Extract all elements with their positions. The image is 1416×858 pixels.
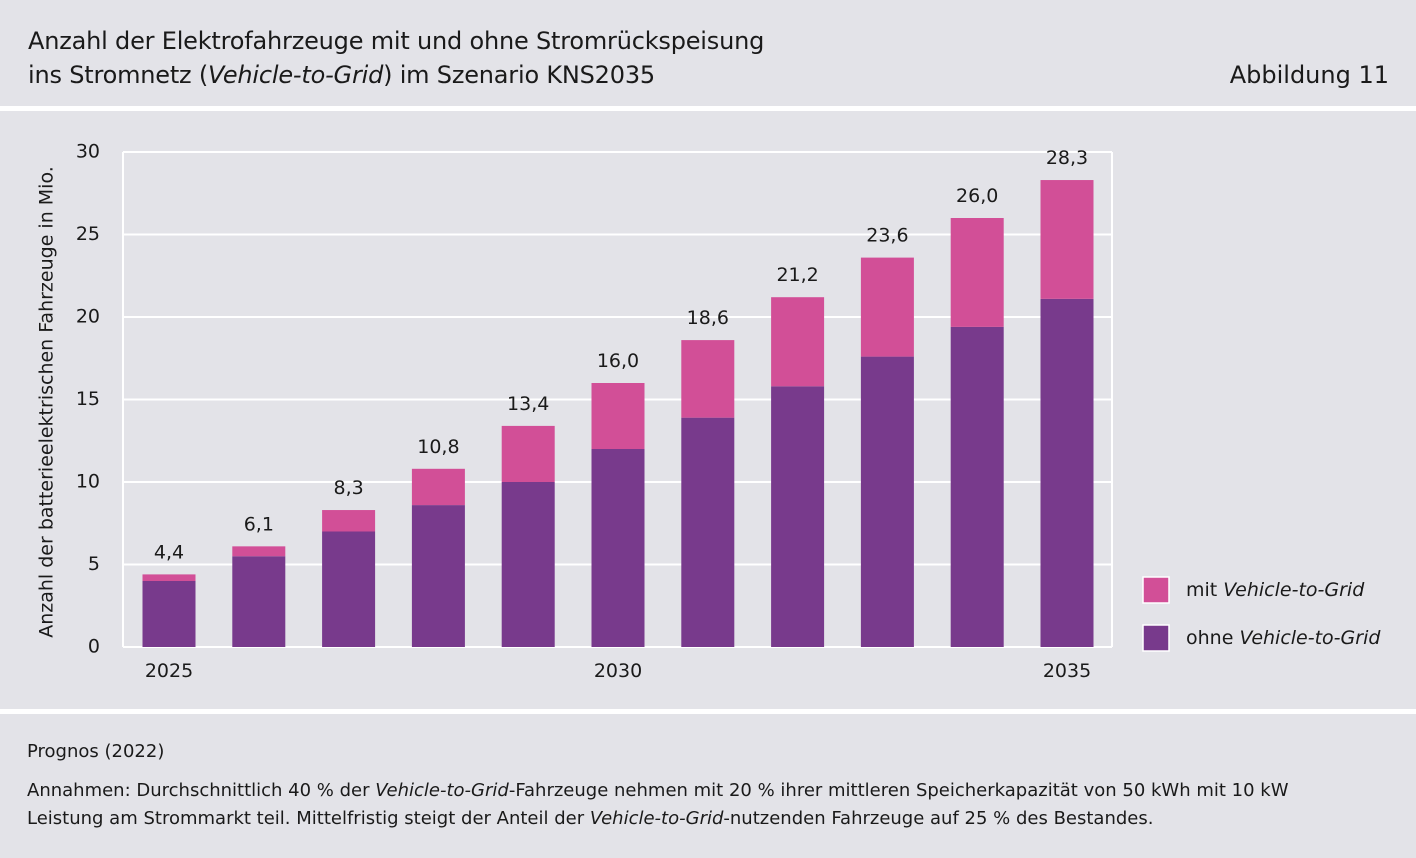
figure-footer: Prognos (2022) Annahmen: Durchschnittlic… <box>0 714 1416 858</box>
y-axis-label: Anzahl der batterieelektrischen Fahrzeug… <box>36 166 58 638</box>
bar-segment-ohne-v2g <box>591 449 645 647</box>
data-labels: 4,4 6,1 8,3 10,8 13,4 16,0 18,6 21,2 23,6 26,0 28,… <box>154 147 1088 563</box>
bar-total-label: 28,3 <box>1046 147 1088 169</box>
bottom-divider <box>0 709 1416 714</box>
bar-segment-ohne-v2g <box>860 356 914 647</box>
bar-segment-mit-v2g <box>501 425 555 482</box>
bar-segment-ohne-v2g <box>232 556 286 647</box>
bar-segment-mit-v2g <box>950 218 1004 327</box>
note-part-1: Annahmen: Durchschnittlich 40 % der <box>27 780 376 801</box>
bar-segment-mit-v2g <box>232 546 286 557</box>
assumption-note: Annahmen: Durchschnittlich 40 % der Vehi… <box>27 777 1357 833</box>
bar-segment-ohne-v2g <box>771 386 825 647</box>
legend-swatch-ohne-v2g <box>1142 624 1170 652</box>
x-tick-label: 2025 <box>145 660 193 682</box>
source-note: Prognos (2022) <box>27 741 165 762</box>
chart-title-line1: Anzahl der Elektrofahrzeuge mit und ohne… <box>28 27 765 55</box>
bar-segment-ohne-v2g <box>681 417 735 647</box>
bar-total-label: 18,6 <box>687 307 729 329</box>
bar-total-label: 16,0 <box>597 350 639 372</box>
x-tick-labels: 2025 2030 2035 <box>145 660 1091 682</box>
bar-total-label: 4,4 <box>154 541 184 563</box>
chart-title-line2: ins Stromnetz (Vehicle-to-Grid) im Szena… <box>28 58 764 92</box>
bar-segment-mit-v2g <box>591 383 645 449</box>
chart-title-line2-em: Vehicle-to-Grid <box>208 61 384 89</box>
bar-total-label: 21,2 <box>776 264 818 286</box>
legend-label-mit-v2g: mit Vehicle-to-Grid <box>1186 579 1365 601</box>
bar-segment-mit-v2g <box>411 468 465 506</box>
legend-label-prefix: ohne <box>1186 627 1239 649</box>
chart-title-line2-post: ) im Szenario KNS2035 <box>383 61 655 89</box>
bar-segment-ohne-v2g <box>411 505 465 647</box>
legend-label-italic: Vehicle-to-Grid <box>1223 579 1365 601</box>
y-tick-label: 5 <box>88 553 100 575</box>
bar-segment-ohne-v2g <box>1040 298 1094 647</box>
chart-title-line2-pre: ins Stromnetz ( <box>28 61 209 89</box>
bar-segment-mit-v2g <box>681 340 735 418</box>
legend-swatch-mit-v2g <box>1142 576 1170 604</box>
figure-header: Anzahl der Elektrofahrzeuge mit und ohne… <box>0 0 1416 106</box>
bars <box>142 180 1094 647</box>
y-tick-label: 25 <box>76 223 100 245</box>
chart-title: Anzahl der Elektrofahrzeuge mit und ohne… <box>28 24 764 92</box>
bar-total-label: 23,6 <box>866 225 908 247</box>
bar-total-label: 10,8 <box>417 436 459 458</box>
bar-segment-ohne-v2g <box>950 326 1004 647</box>
bar-segment-ohne-v2g <box>142 581 196 647</box>
bar-segment-mit-v2g <box>771 297 825 387</box>
bar-segment-mit-v2g <box>860 257 914 357</box>
legend-label-prefix: mit <box>1186 579 1223 601</box>
bar-total-label: 8,3 <box>333 477 363 499</box>
figure-label: Abbildung 11 <box>1229 61 1389 89</box>
y-tick-label: 20 <box>76 306 100 328</box>
bar-segment-ohne-v2g <box>501 482 555 647</box>
bar-total-label: 13,4 <box>507 393 549 415</box>
legend-label-ohne-v2g: ohne Vehicle-to-Grid <box>1186 627 1381 649</box>
bar-total-label: 6,1 <box>244 513 274 535</box>
top-divider <box>0 106 1416 111</box>
bar-segment-ohne-v2g <box>322 531 376 647</box>
note-part-3: -nutzenden Fahrzeuge auf 25 % des Bestan… <box>723 808 1154 829</box>
x-tick-label: 2030 <box>594 660 642 682</box>
y-tick-label: 0 <box>88 636 100 658</box>
y-tick-labels: 0 5 10 15 20 25 30 <box>76 141 100 658</box>
bar-total-label: 26,0 <box>956 185 998 207</box>
note-part-2: -Fahrzeuge nehmen mit 20 % ihrer mittler… <box>27 780 1289 829</box>
note-em-1: Vehicle-to-Grid <box>375 780 509 801</box>
y-tick-label: 30 <box>76 141 100 163</box>
bar-segment-mit-v2g <box>322 510 376 532</box>
y-tick-label: 15 <box>76 388 100 410</box>
bar-segment-mit-v2g <box>1040 180 1094 299</box>
note-em-2: Vehicle-to-Grid <box>589 808 724 829</box>
legend-label-italic: Vehicle-to-Grid <box>1239 627 1381 649</box>
x-tick-label: 2035 <box>1043 660 1091 682</box>
y-tick-label: 10 <box>76 471 100 493</box>
bar-segment-mit-v2g <box>142 574 196 581</box>
